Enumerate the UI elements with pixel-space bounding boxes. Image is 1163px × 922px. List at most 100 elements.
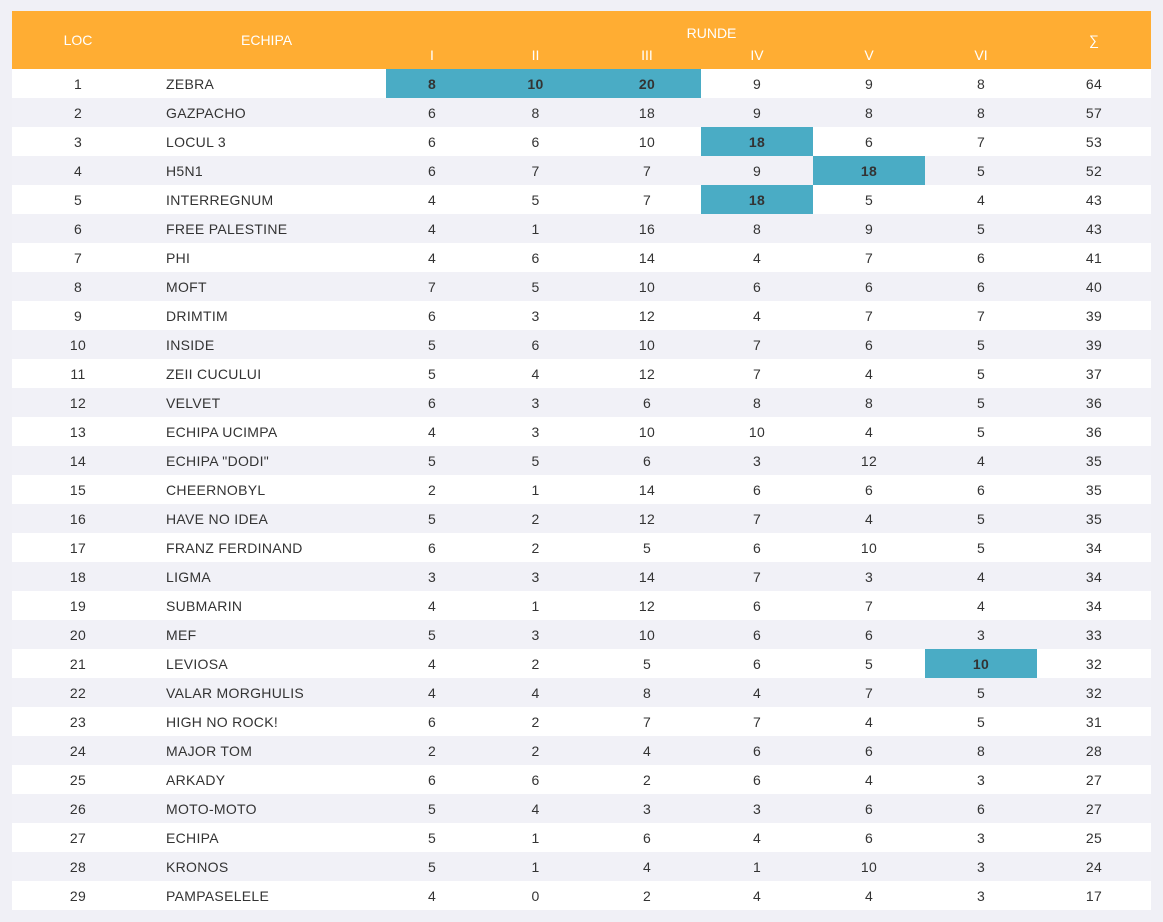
total-score-cell: 35 (1037, 475, 1151, 504)
table-row: 22 VALAR MORGHULIS 4 4 8 4 7 5 32 (12, 678, 1151, 707)
round-score-cell: 6 (701, 533, 813, 562)
team-name-cell: MEF (144, 620, 386, 649)
rank-cell: 19 (12, 591, 144, 620)
round-score-cell: 2 (478, 533, 593, 562)
round-score-cell: 8 (813, 388, 925, 417)
round-score-cell: 5 (813, 185, 925, 214)
round-score-cell: 6 (925, 272, 1037, 301)
round-score-cell-highlighted: 10 (925, 649, 1037, 678)
rank-cell: 18 (12, 562, 144, 591)
team-name-cell: DRIMTIM (144, 301, 386, 330)
rank-cell: 5 (12, 185, 144, 214)
team-name-cell: VELVET (144, 388, 386, 417)
table-row: 2 GAZPACHO 6 8 18 9 8 8 57 (12, 98, 1151, 127)
table-row: 5 INTERREGNUM 4 5 7 18 5 4 43 (12, 185, 1151, 214)
round-score-cell: 9 (813, 214, 925, 243)
round-score-cell: 5 (386, 620, 478, 649)
round-score-cell: 1 (478, 214, 593, 243)
team-name-cell: ECHIPA "DODI" (144, 446, 386, 475)
team-name-cell: FREE PALESTINE (144, 214, 386, 243)
round-score-cell: 6 (478, 127, 593, 156)
round-score-cell: 5 (478, 185, 593, 214)
rank-cell: 10 (12, 330, 144, 359)
rank-cell: 11 (12, 359, 144, 388)
rank-cell: 28 (12, 852, 144, 881)
round-score-cell: 5 (925, 214, 1037, 243)
total-score-cell: 28 (1037, 736, 1151, 765)
table-row: 21 LEVIOSA 4 2 5 6 5 10 32 (12, 649, 1151, 678)
total-score-cell: 36 (1037, 417, 1151, 446)
table-row: 25 ARKADY 6 6 2 6 4 3 27 (12, 765, 1151, 794)
round-score-cell: 2 (478, 504, 593, 533)
table-row: 19 SUBMARIN 4 1 12 6 7 4 34 (12, 591, 1151, 620)
round-score-cell: 10 (701, 417, 813, 446)
total-score-cell: 25 (1037, 823, 1151, 852)
team-name-cell: FRANZ FERDINAND (144, 533, 386, 562)
round-score-cell: 4 (813, 359, 925, 388)
round-score-cell: 4 (701, 823, 813, 852)
round-score-cell: 2 (386, 475, 478, 504)
round-score-cell: 5 (386, 330, 478, 359)
round-score-cell: 7 (701, 504, 813, 533)
round-score-cell: 4 (925, 562, 1037, 591)
round-score-cell: 3 (478, 562, 593, 591)
round-score-cell: 4 (813, 765, 925, 794)
round-score-cell: 6 (701, 475, 813, 504)
round-score-cell: 6 (701, 591, 813, 620)
rank-cell: 26 (12, 794, 144, 823)
table-row: 29 PAMPASELELE 4 0 2 4 4 3 17 (12, 881, 1151, 910)
round-score-cell: 12 (813, 446, 925, 475)
round-score-cell: 10 (813, 533, 925, 562)
team-name-cell: GAZPACHO (144, 98, 386, 127)
round-score-cell: 5 (386, 794, 478, 823)
total-score-cell: 27 (1037, 794, 1151, 823)
table-row: 12 VELVET 6 3 6 8 8 5 36 (12, 388, 1151, 417)
round-score-cell: 12 (593, 591, 701, 620)
round-score-cell-highlighted: 10 (478, 69, 593, 98)
round-score-cell: 7 (813, 243, 925, 272)
round-score-cell: 4 (386, 881, 478, 910)
rank-cell: 8 (12, 272, 144, 301)
table-row: 18 LIGMA 3 3 14 7 3 4 34 (12, 562, 1151, 591)
round-score-cell: 6 (813, 330, 925, 359)
round-score-cell: 6 (701, 620, 813, 649)
table-row: 10 INSIDE 5 6 10 7 6 5 39 (12, 330, 1151, 359)
round-score-cell-highlighted: 8 (386, 69, 478, 98)
table-row: 14 ECHIPA "DODI" 5 5 6 3 12 4 35 (12, 446, 1151, 475)
round-score-cell: 10 (593, 620, 701, 649)
round-score-cell: 12 (593, 301, 701, 330)
round-score-cell: 7 (701, 562, 813, 591)
team-name-cell: LEVIOSA (144, 649, 386, 678)
round-score-cell: 5 (386, 852, 478, 881)
total-score-cell: 53 (1037, 127, 1151, 156)
round-score-cell: 3 (925, 765, 1037, 794)
header-round-5: V (813, 41, 925, 69)
total-score-cell: 52 (1037, 156, 1151, 185)
total-score-cell: 39 (1037, 330, 1151, 359)
round-score-cell: 4 (478, 678, 593, 707)
round-score-cell: 2 (386, 736, 478, 765)
round-score-cell: 6 (925, 794, 1037, 823)
rank-cell: 17 (12, 533, 144, 562)
team-name-cell: MAJOR TOM (144, 736, 386, 765)
table-row: 24 MAJOR TOM 2 2 4 6 6 8 28 (12, 736, 1151, 765)
round-score-cell: 14 (593, 562, 701, 591)
rank-cell: 24 (12, 736, 144, 765)
round-score-cell: 8 (701, 388, 813, 417)
round-score-cell: 5 (386, 359, 478, 388)
table-row: 13 ECHIPA UCIMPA 4 3 10 10 4 5 36 (12, 417, 1151, 446)
round-score-cell: 5 (593, 649, 701, 678)
rank-cell: 23 (12, 707, 144, 736)
round-score-cell: 5 (478, 446, 593, 475)
round-score-cell: 6 (813, 272, 925, 301)
total-score-cell: 34 (1037, 533, 1151, 562)
round-score-cell: 12 (593, 504, 701, 533)
round-score-cell: 6 (701, 272, 813, 301)
round-score-cell: 6 (386, 533, 478, 562)
round-score-cell: 6 (386, 765, 478, 794)
round-score-cell: 7 (478, 156, 593, 185)
round-score-cell: 4 (813, 707, 925, 736)
total-score-cell: 43 (1037, 185, 1151, 214)
round-score-cell: 6 (925, 243, 1037, 272)
round-score-cell: 5 (386, 823, 478, 852)
